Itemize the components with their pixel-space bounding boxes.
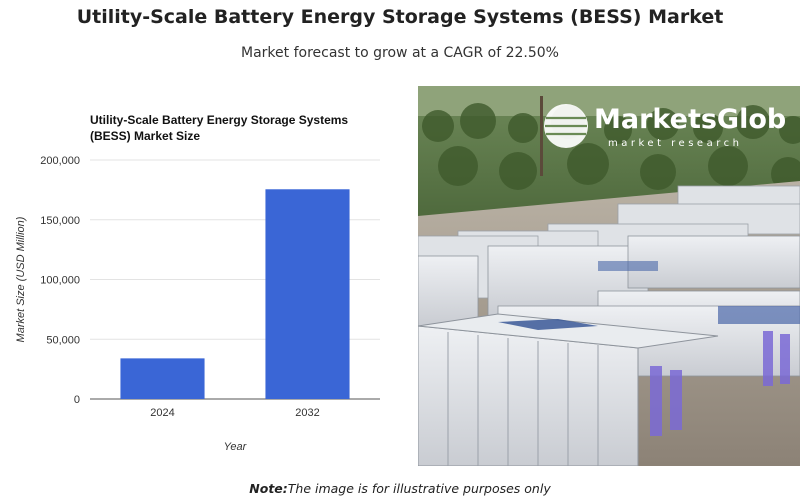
note-text: The image is for illustrative purposes o…: [287, 481, 551, 496]
y-tick-label: 200,000: [40, 155, 80, 167]
x-tick-label: 2024: [150, 407, 174, 419]
x-tick-label: 2032: [295, 407, 319, 419]
bar-2032: [265, 189, 350, 399]
y-axis-label: Market Size (USD Million): [15, 216, 27, 342]
page-title: Utility-Scale Battery Energy Storage Sys…: [76, 6, 724, 28]
battery-storage-photo: MarketsGlob market research: [418, 86, 800, 466]
y-tick-label: 100,000: [40, 275, 80, 287]
chart-labels: 0 50,000 100,000 150,000 200,000 2024 2032 Year…: [15, 155, 320, 453]
logo-tagline: market research: [608, 138, 742, 149]
y-tick-label: 0: [74, 394, 80, 406]
x-axis-label: Year: [224, 441, 248, 453]
bar-chart: 0 50,000 100,000 150,000 200,000 2024 2032 Year…: [15, 155, 380, 453]
footer-note: Note:The image is for illustrative purpo…: [0, 481, 800, 496]
note-label: Note:: [249, 481, 288, 496]
y-tick-label: 50,000: [46, 334, 80, 346]
markets-glob-logo: MarketsGlob market research: [544, 104, 786, 149]
bar-2024: [120, 358, 205, 399]
chart-title: Utility-Scale Battery Energy Storage Sys…: [90, 113, 349, 143]
chart-bars: [120, 189, 350, 399]
page-subtitle: Market forecast to grow at a CAGR of 22.…: [241, 45, 559, 61]
logo-name: MarketsGlob: [594, 104, 786, 135]
y-tick-label: 150,000: [40, 215, 80, 227]
